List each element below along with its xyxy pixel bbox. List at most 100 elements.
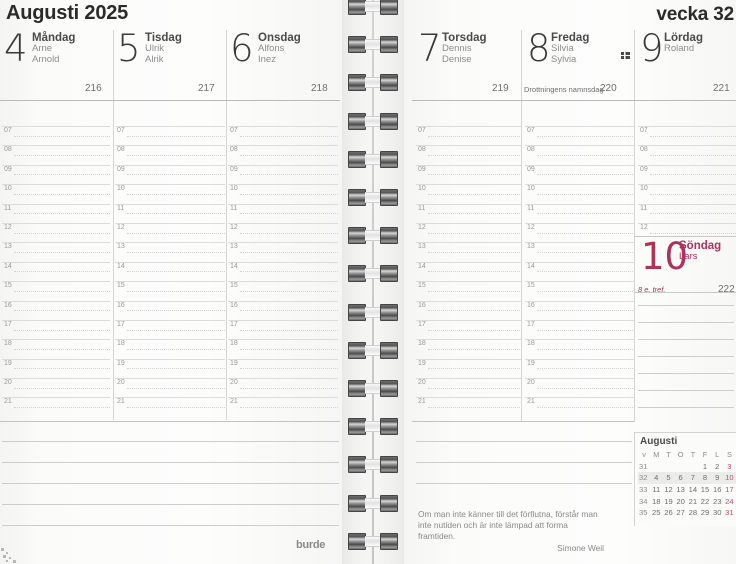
mc-day-cell[interactable]: 12 <box>664 485 673 495</box>
hour-row[interactable]: 08 <box>638 145 736 164</box>
hour-row[interactable]: 12 <box>228 222 338 242</box>
mc-day-cell[interactable]: 17 <box>725 485 734 495</box>
mc-day-cell[interactable]: 9 <box>715 473 720 483</box>
hour-row[interactable]: 20 <box>115 378 225 397</box>
hour-row[interactable]: 10 <box>228 184 338 203</box>
hour-row[interactable]: 16 <box>115 300 225 320</box>
hour-row[interactable]: 08 <box>525 145 635 164</box>
mc-day-cell[interactable] <box>675 461 687 473</box>
mc-day-cell[interactable]: 10 <box>725 473 734 483</box>
hour-row[interactable]: 17 <box>2 319 110 339</box>
hour-row[interactable]: 19 <box>416 358 522 378</box>
mc-day-cell[interactable]: 31 <box>725 508 734 518</box>
hour-row[interactable]: 13 <box>416 242 522 261</box>
hour-row[interactable]: 19 <box>525 358 635 378</box>
hour-row[interactable]: 15 <box>228 281 338 300</box>
hour-row[interactable]: 07 <box>228 126 338 145</box>
mc-day-cell[interactable]: 20 <box>676 496 685 506</box>
mc-day-cell[interactable] <box>650 461 662 473</box>
hour-row[interactable]: 21 <box>115 397 225 416</box>
hour-column-monday[interactable]: 07 08 09 10 11 12 13 14 15 16 17 18 19 20 21 <box>2 126 110 417</box>
hour-row[interactable]: 18 <box>115 339 225 358</box>
hour-row[interactable]: 18 <box>228 339 338 358</box>
hour-row[interactable]: 16 <box>525 300 635 320</box>
hour-row[interactable]: 08 <box>2 145 110 164</box>
mc-day-cell[interactable]: 14 <box>688 485 698 495</box>
mc-day-cell[interactable]: 2 <box>715 461 720 471</box>
mc-day-cell[interactable]: 19 <box>664 496 673 506</box>
mc-day-cell[interactable]: 24 <box>725 496 734 506</box>
hour-row[interactable]: 21 <box>228 397 338 416</box>
mc-week-row[interactable]: 31 1 2 3 <box>638 461 736 473</box>
mc-day-cell[interactable]: 5 <box>666 473 671 483</box>
hour-row[interactable]: 13 <box>2 242 110 261</box>
mc-day-cell[interactable]: 28 <box>688 508 698 518</box>
hour-row[interactable]: 10 <box>2 184 110 203</box>
hour-row[interactable]: 11 <box>416 203 522 223</box>
mc-day-cell[interactable]: 8 <box>702 473 708 483</box>
hour-row[interactable]: 07 <box>416 126 522 145</box>
hour-row[interactable]: 21 <box>2 397 110 416</box>
hour-row[interactable]: 09 <box>525 164 635 184</box>
hour-row[interactable]: 08 <box>416 145 522 164</box>
mc-day-cell[interactable]: 4 <box>654 473 659 483</box>
mc-day-cell[interactable] <box>687 461 699 473</box>
hour-row[interactable]: 19 <box>115 358 225 378</box>
mc-day-cell[interactable]: 6 <box>678 473 683 483</box>
hour-row[interactable]: 09 <box>115 164 225 184</box>
hour-row[interactable]: 19 <box>228 358 338 378</box>
hour-row[interactable]: 12 <box>115 222 225 242</box>
hour-row[interactable]: 12 <box>416 222 522 242</box>
mc-week-row[interactable]: 35 25 26 27 28 29 30 31 <box>638 507 736 519</box>
hour-row[interactable]: 10 <box>416 184 522 203</box>
hour-row[interactable]: 12 <box>2 222 110 242</box>
hour-row[interactable]: 19 <box>2 358 110 378</box>
hour-row[interactable]: 17 <box>416 319 522 339</box>
hour-row[interactable]: 15 <box>525 281 635 300</box>
hour-row[interactable]: 09 <box>2 164 110 184</box>
mc-day-cell[interactable]: 15 <box>700 485 710 495</box>
hour-row[interactable]: 10 <box>638 184 736 203</box>
hour-row[interactable]: 08 <box>115 145 225 164</box>
hour-row[interactable]: 20 <box>2 378 110 397</box>
hour-row[interactable]: 07 <box>638 126 736 145</box>
hour-row[interactable]: 20 <box>416 378 522 397</box>
mc-day-cell[interactable]: 23 <box>712 496 722 506</box>
mc-week-row[interactable]: 33 11 12 13 14 15 16 17 <box>638 484 736 496</box>
hour-row[interactable]: 14 <box>115 261 225 281</box>
hour-row[interactable]: 15 <box>416 281 522 300</box>
mc-day-cell[interactable]: 29 <box>700 508 710 518</box>
mc-week-row[interactable]: 32 4 5 6 7 8 9 10 <box>638 472 736 484</box>
mc-day-cell[interactable]: 25 <box>652 508 661 518</box>
hour-row[interactable]: 20 <box>228 378 338 397</box>
hour-column-wednesday[interactable]: 07 08 09 10 11 12 13 14 15 16 17 18 19 20 21 <box>228 126 338 417</box>
hour-row[interactable]: 14 <box>2 261 110 281</box>
hour-row[interactable]: 13 <box>525 242 635 261</box>
hour-row[interactable]: 11 <box>115 203 225 223</box>
hour-row[interactable]: 15 <box>2 281 110 300</box>
mc-day-cell[interactable]: 3 <box>727 461 732 471</box>
mc-day-cell[interactable]: 18 <box>652 496 661 506</box>
hour-row[interactable]: 09 <box>416 164 522 184</box>
mc-day-cell[interactable]: 11 <box>652 485 661 495</box>
mc-day-cell[interactable]: 22 <box>700 496 710 506</box>
hour-row[interactable]: 15 <box>115 281 225 300</box>
hour-row[interactable]: 11 <box>228 203 338 223</box>
hour-row[interactable]: 20 <box>525 378 635 397</box>
mc-day-cell[interactable]: 7 <box>690 473 695 483</box>
hour-row[interactable]: 07 <box>2 126 110 145</box>
hour-row[interactable]: 21 <box>416 397 522 416</box>
hour-row[interactable]: 08 <box>228 145 338 164</box>
hour-row[interactable]: 11 <box>525 203 635 223</box>
hour-row[interactable]: 10 <box>525 184 635 203</box>
hour-row[interactable]: 16 <box>416 300 522 320</box>
mc-day-cell[interactable]: 27 <box>676 508 685 518</box>
hour-row[interactable]: 10 <box>115 184 225 203</box>
hour-row[interactable]: 09 <box>638 164 736 184</box>
hour-column-thursday[interactable]: 07 08 09 10 11 12 13 14 15 16 17 18 19 20 21 <box>416 126 522 417</box>
mc-day-cell[interactable]: 30 <box>712 508 722 518</box>
mc-day-cell[interactable]: 13 <box>676 485 685 495</box>
mc-day-cell[interactable]: 16 <box>712 485 722 495</box>
hour-row[interactable]: 12 <box>525 222 635 242</box>
